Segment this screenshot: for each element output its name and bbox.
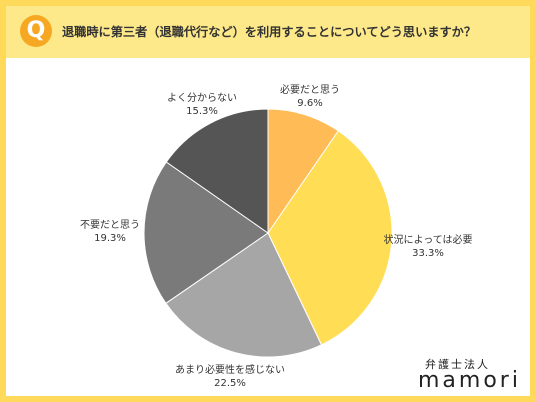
slice-label-5: よく分からない <box>167 92 237 104</box>
question-header: Q 退職時に第三者（退職代行など）を利用することについてどう思いますか？ <box>6 6 530 58</box>
brand-logo-text: mamori <box>418 368 521 393</box>
firm-name: 弁護士法人 <box>425 358 490 371</box>
pie-slice-4 <box>143 161 269 305</box>
slice-value-1: 9.6% <box>297 98 322 109</box>
slice-label-2: 状況によっては必要 <box>384 233 473 246</box>
question-title: 退職時に第三者（退職代行など）を利用することについてどう思いますか？ <box>62 25 477 39</box>
pie-slice-2 <box>267 130 393 346</box>
question-badge: Q <box>20 15 52 47</box>
pie-slice-5 <box>165 108 269 234</box>
pie-slice-3 <box>165 232 323 358</box>
slice-value-5: 15.3% <box>186 106 218 117</box>
slice-value-2: 33.3% <box>412 248 444 259</box>
slice-label-3: あまり必要性を感じない <box>175 363 285 376</box>
slice-value-4: 19.3% <box>94 233 126 244</box>
slice-label-1: 必要だと思う <box>280 83 340 96</box>
pie-slice-1 <box>267 108 340 235</box>
slice-value-3: 22.5% <box>214 378 246 389</box>
slice-label-4: 不要だと思う <box>80 219 140 231</box>
